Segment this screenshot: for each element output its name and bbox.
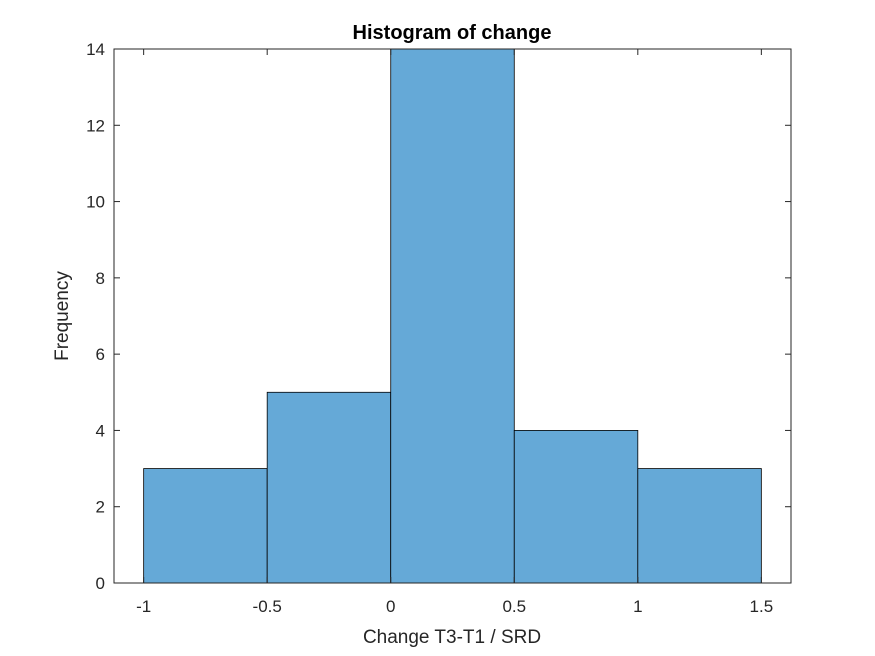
histogram-bar — [266, 391, 392, 584]
x-tick-label: 0 — [386, 597, 395, 616]
y-tick-label: 0 — [96, 574, 105, 593]
chart-title: Histogram of change — [353, 22, 552, 44]
x-axis-label: Change T3-T1 / SRD — [363, 627, 541, 648]
y-tick-label: 10 — [86, 193, 105, 212]
x-tick-label: -0.5 — [253, 597, 282, 616]
x-tick-label: -1 — [136, 597, 151, 616]
x-tick-label: 1 — [633, 597, 642, 616]
x-tick-label: 1.5 — [750, 597, 774, 616]
histogram-bar — [637, 468, 762, 584]
x-ticks-group: -1 -0.5 0 0.5 1 1.5 — [136, 49, 773, 616]
x-tick-label: 0.5 — [502, 597, 526, 616]
y-axis-label: Frequency — [52, 271, 73, 361]
y-tick-label: 2 — [96, 498, 105, 517]
histogram-bar — [390, 48, 515, 584]
histogram-bar — [143, 468, 268, 584]
y-tick-label: 6 — [96, 345, 105, 364]
bars-group — [143, 48, 762, 584]
y-tick-label: 8 — [96, 269, 105, 288]
y-tick-label: 14 — [86, 40, 105, 59]
y-tick-label: 4 — [96, 421, 105, 440]
histogram-bar — [513, 430, 639, 584]
y-ticks-group: 0 2 4 6 8 10 12 14 — [86, 40, 791, 593]
y-tick-label: 12 — [86, 116, 105, 135]
axes-box — [113, 48, 792, 584]
